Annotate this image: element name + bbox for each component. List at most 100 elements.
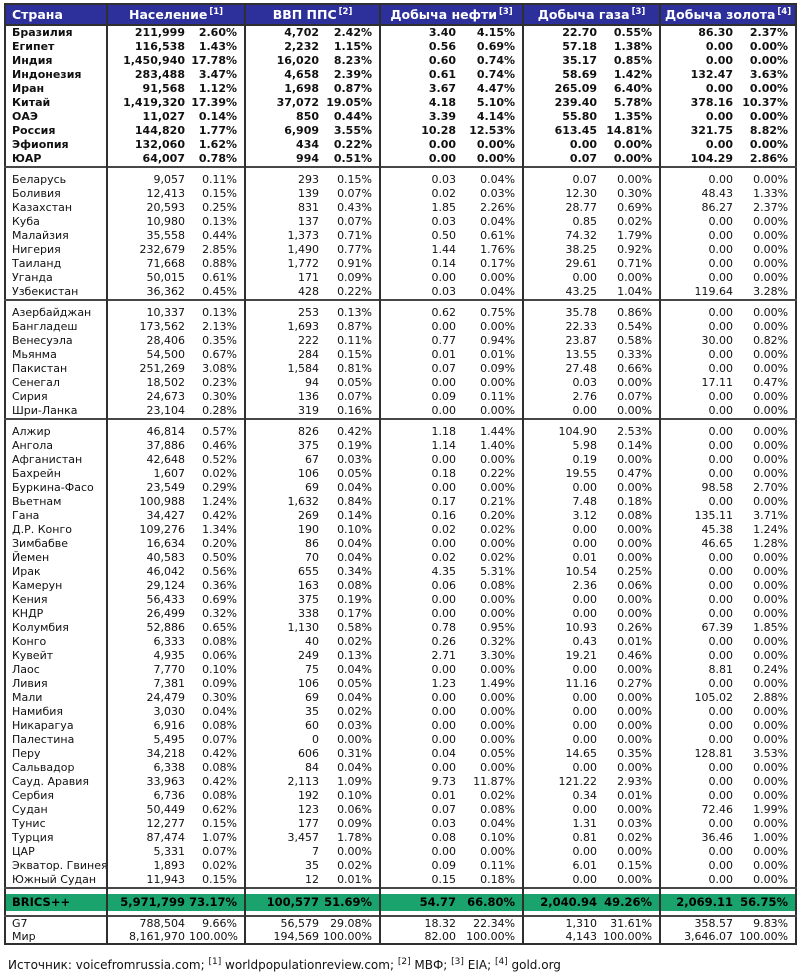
percent-cell: 0.00% <box>753 789 789 802</box>
percent-cell: 0.02% <box>480 523 516 536</box>
value-cell: 788,504 <box>106 915 189 930</box>
value-cell: 0.00 <box>659 579 738 593</box>
separator-cell <box>244 166 324 173</box>
value-cell: 0.00 <box>659 495 738 509</box>
percent-cell: 3.55% <box>333 124 373 137</box>
separator-cell <box>522 887 602 894</box>
separator-cell <box>189 418 246 425</box>
country-cell: Турция <box>12 831 54 844</box>
value-cell: 0.00 <box>659 54 738 68</box>
percent-cell: 0.00% <box>617 719 653 732</box>
value-cell: 35.17 <box>522 54 602 68</box>
percent-cell: 0.34% <box>337 565 373 578</box>
value-cell: 43.25 <box>522 285 602 300</box>
percent-cell: 0.00% <box>753 873 789 886</box>
value-cell: 0.03 <box>379 817 461 831</box>
value-cell: 10,980 <box>106 215 189 229</box>
value-cell: 6,338 <box>106 761 189 775</box>
value-cell: 2.36 <box>522 579 602 593</box>
value-cell: 75 <box>244 663 324 677</box>
value-cell: 11,943 <box>106 873 189 888</box>
percent-cell: 0.82% <box>753 334 789 347</box>
percent-cell: 0.10% <box>337 789 373 802</box>
percent-cell: 0.00% <box>613 138 653 151</box>
value-cell: 18,502 <box>106 376 189 390</box>
value-cell: 606 <box>244 747 324 761</box>
value-cell: 35 <box>244 705 324 719</box>
value-cell: 0.00 <box>659 467 738 481</box>
percent-cell: 0.42% <box>337 425 373 438</box>
value-cell: 0.00 <box>522 537 602 551</box>
country-cell: Д.Р. Конго <box>12 523 72 536</box>
percent-cell: 3.30% <box>480 649 516 662</box>
percent-cell: 66.80% <box>460 894 524 911</box>
percent-cell: 3.08% <box>202 362 238 375</box>
value-cell: 36.46 <box>659 831 738 845</box>
country-cell: Ливия <box>12 677 48 690</box>
value-cell: 70 <box>244 551 324 565</box>
country-cell: Буркина-Фасо <box>12 481 94 494</box>
table-row: Палестина 5,495 0.07% 0 0.00% 0.00 0.00% 0.00 0.… <box>5 733 796 747</box>
value-cell: 0.78 <box>379 621 461 635</box>
percent-cell: 1.77% <box>198 124 238 137</box>
value-cell: 4,702 <box>244 25 324 40</box>
percent-cell: 0.14% <box>337 509 373 522</box>
table-row: Д.Р. Конго 109,276 1.34% 190 0.10% 0.02 0.02% 0… <box>5 523 796 537</box>
percent-cell: 0.11% <box>480 390 516 403</box>
value-cell: 2,069.11 <box>659 894 738 911</box>
percent-cell: 4.47% <box>476 82 516 95</box>
value-cell: 35 <box>244 859 324 873</box>
table-row: Сирия 24,673 0.30% 136 0.07% 0.09 0.11% 2.76 0.0… <box>5 390 796 404</box>
value-cell: 0.00 <box>659 439 738 453</box>
percent-cell: 0.00% <box>753 495 789 508</box>
percent-cell: 2.42% <box>333 26 373 39</box>
value-cell: 74.32 <box>522 229 602 243</box>
table-row: ЦАР 5,331 0.07% 7 0.00% 0.00 0.00% 0.00 0.00% 0.0… <box>5 845 796 859</box>
percent-cell: 0.71% <box>617 257 653 270</box>
value-cell: 0.00 <box>379 138 461 152</box>
percent-cell: 0.04% <box>337 481 373 494</box>
table-row: Бахрейн 1,607 0.02% 106 0.05% 0.18 0.22% 19.55 0… <box>5 467 796 481</box>
country-cell: Боливия <box>12 187 61 200</box>
value-cell: 1.85 <box>379 201 461 215</box>
value-cell: 0.09 <box>379 390 461 404</box>
separator-cell <box>659 887 738 894</box>
value-cell: 3,457 <box>244 831 324 845</box>
percent-cell: 0.04% <box>480 285 516 298</box>
percent-cell: 0.01% <box>617 635 653 648</box>
percent-cell: 0.21% <box>480 495 516 508</box>
value-cell: 1,632 <box>244 495 324 509</box>
percent-cell: 5.10% <box>476 96 516 109</box>
percent-cell: 1.15% <box>333 40 373 53</box>
value-cell: 0.00 <box>659 593 738 607</box>
table-row: Конго 6,333 0.08% 40 0.02% 0.26 0.32% 0.43 0.01%… <box>5 635 796 649</box>
value-cell: 0.00 <box>379 663 461 677</box>
value-cell: 1,373 <box>244 229 324 243</box>
separator-cell <box>189 887 246 894</box>
value-cell: 0.07 <box>379 362 461 376</box>
percent-cell: 0.04% <box>337 691 373 704</box>
percent-cell: 0.62% <box>202 803 238 816</box>
table-row: Куба 10,980 0.13% 137 0.07% 0.03 0.04% 0.85 0.02… <box>5 215 796 229</box>
country-cell: Таиланд <box>12 257 62 270</box>
percent-cell: 0.15% <box>337 348 373 361</box>
percent-cell: 0.00% <box>476 152 516 165</box>
percent-cell: 0.13% <box>337 649 373 662</box>
percent-cell: 19.05% <box>326 96 373 109</box>
value-cell: 6,736 <box>106 789 189 803</box>
percent-cell: 0.07% <box>337 187 373 200</box>
table-row: Иран 91,568 1.12% 1,698 0.87% 3.67 4.47% 265.09… <box>5 82 796 96</box>
percent-cell: 1.33% <box>753 187 789 200</box>
value-cell: 0.00 <box>659 243 738 257</box>
value-cell: 3.39 <box>379 110 461 124</box>
percent-cell: 0.00% <box>337 733 373 746</box>
percent-cell: 0.08% <box>617 509 653 522</box>
percent-cell: 0.00% <box>480 481 516 494</box>
percent-cell: 2.53% <box>617 425 653 438</box>
value-cell: 1.14 <box>379 439 461 453</box>
percent-cell: 0.10% <box>337 523 373 536</box>
value-cell: 0.50 <box>379 229 461 243</box>
separator-cell <box>460 887 524 894</box>
value-cell: 12,277 <box>106 817 189 831</box>
value-cell: 0.00 <box>659 719 738 733</box>
